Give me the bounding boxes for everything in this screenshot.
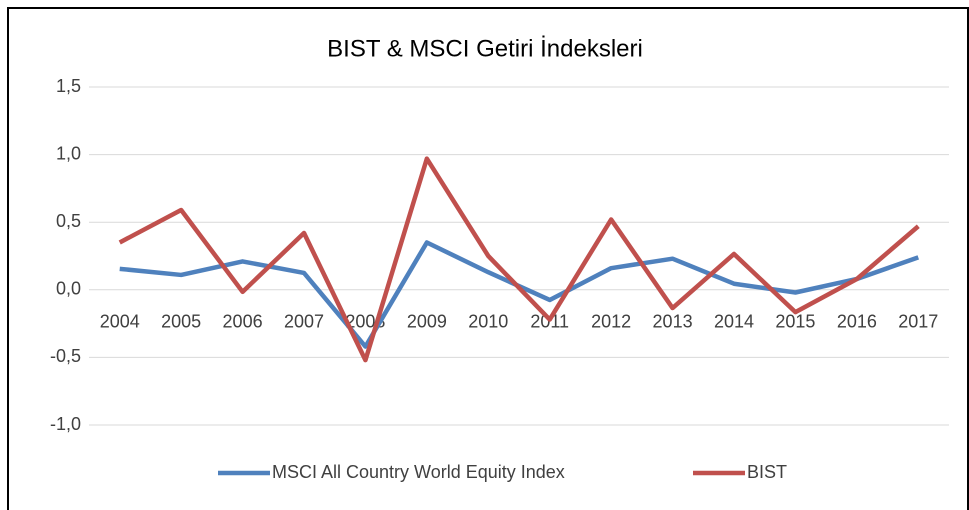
y-tick-label: 1,0 [56, 143, 81, 163]
legend-label: BIST [747, 462, 787, 482]
series-line [118, 156, 920, 363]
x-tick-label: 2016 [837, 312, 877, 332]
x-tick-label: 2009 [407, 312, 447, 332]
x-tick-label: 2014 [714, 312, 754, 332]
chart-frame [7, 7, 969, 510]
x-tick-label: 2010 [468, 312, 508, 332]
x-tick-label: 2005 [161, 312, 201, 332]
x-tick-label: 2006 [223, 312, 263, 332]
chart-title: BIST & MSCI Getiri İndeksleri [327, 35, 643, 62]
y-tick-label: -1,0 [50, 414, 81, 434]
x-tick-label: 2007 [284, 312, 324, 332]
x-tick-label: 2013 [653, 312, 693, 332]
legend-label: MSCI All Country World Equity Index [272, 462, 565, 482]
x-tick-label: 2004 [100, 312, 140, 332]
x-tick-label: 2017 [898, 312, 938, 332]
y-tick-label: 0,5 [56, 211, 81, 231]
x-tick-label: 2012 [591, 312, 631, 332]
y-tick-label: 1,5 [56, 76, 81, 96]
y-tick-label: 0,0 [56, 279, 81, 299]
y-tick-label: -0,5 [50, 346, 81, 366]
x-tick-label: 2015 [775, 312, 815, 332]
